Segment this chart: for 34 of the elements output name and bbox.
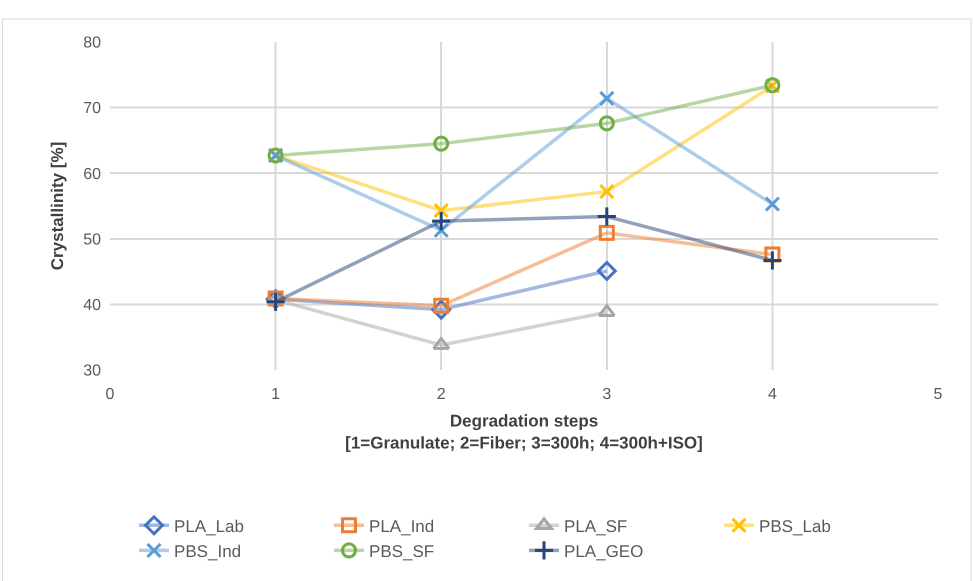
x-tick-label: 4 <box>768 386 777 403</box>
y-tick-label: 50 <box>83 231 102 248</box>
legend-label: PBS_Ind <box>174 542 242 562</box>
legend-label: PLA_Ind <box>369 516 434 536</box>
point <box>430 210 452 232</box>
point <box>433 136 450 152</box>
y-tick-label: 70 <box>83 100 102 118</box>
x-tick-label: 5 <box>934 386 943 403</box>
point <box>433 202 450 219</box>
y-tick-label: 80 <box>83 34 102 52</box>
x-tick-label: 3 <box>602 386 612 403</box>
point <box>596 260 617 281</box>
y-axis-title: Crystallinity [%] <box>48 142 67 270</box>
point <box>598 184 615 200</box>
point <box>598 224 615 241</box>
x-axis-title: Degradation steps [1=Granulate; 2=Fiber; 3=300h; 4=300h+ISO] <box>345 411 703 452</box>
legend-label: PBS_SF <box>369 542 434 562</box>
point <box>432 337 450 350</box>
legend-label: PBS_Lab <box>759 516 831 536</box>
point <box>598 304 616 318</box>
legend-label: PLA_SF <box>564 516 628 536</box>
point <box>596 206 618 228</box>
x-tick-label: 2 <box>436 386 446 403</box>
y-tick-label: 60 <box>83 166 102 183</box>
x-tick-label: 1 <box>271 386 280 403</box>
point <box>764 196 780 212</box>
legend-label: PLA_GEO <box>564 542 644 562</box>
point <box>598 90 615 106</box>
y-tick-label: 40 <box>83 297 102 314</box>
point <box>598 115 615 132</box>
point <box>762 250 783 272</box>
y-tick-label: 30 <box>83 362 102 380</box>
legend-label: PLA_Lab <box>174 516 244 536</box>
x-tick-label: 0 <box>106 386 115 403</box>
